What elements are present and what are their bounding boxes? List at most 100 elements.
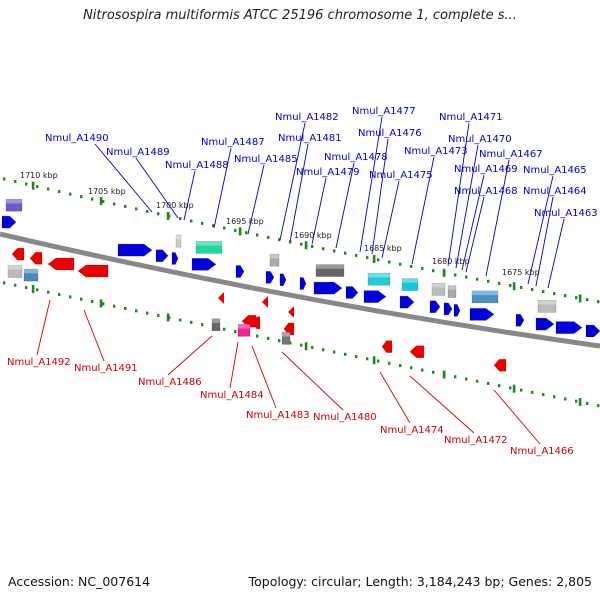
scale-tick: [223, 327, 226, 331]
scale-tick: [14, 283, 17, 287]
scale-tick: [102, 302, 105, 306]
scale-tick: [355, 355, 358, 359]
scale-tick: [454, 375, 457, 379]
scale-label: 1710 kbp: [20, 171, 58, 180]
scale-tick: [91, 197, 94, 201]
scale-tick: [399, 364, 402, 368]
forward-leader-line: [455, 144, 479, 269]
forward-gene-arrow: [313, 281, 343, 295]
forward-gene-label: Nmul_A1477: [352, 106, 416, 117]
reverse-gene-box: [281, 332, 291, 345]
forward-gene-arrow: [345, 286, 359, 299]
scale-tick-major: [238, 227, 242, 236]
forward-leader-line: [279, 122, 306, 241]
forward-leader-line: [335, 162, 355, 249]
scale-tick: [36, 288, 39, 292]
scale-tick: [311, 345, 314, 349]
scale-tick: [135, 207, 138, 211]
scale-tick-major: [31, 181, 35, 190]
forward-gene-arrow: [299, 277, 307, 290]
forward-gene-box: [401, 278, 419, 291]
scale-tick: [311, 244, 314, 248]
forward-gene-label: Nmul_A1467: [479, 149, 543, 160]
scale-tick-major: [512, 282, 516, 291]
forward-gene-arrow: [363, 290, 387, 303]
reverse-gene-arrow: [262, 296, 268, 308]
forward-gene-arrow: [1, 215, 17, 229]
scale-tick: [377, 359, 380, 363]
reverse-gene-label: Nmul_A1492: [7, 357, 71, 368]
forward-gene-box-shine: [368, 273, 390, 278]
scale-tick: [388, 260, 391, 264]
forward-gene-box-shine: [196, 241, 222, 246]
reverse-gene-box-shine: [238, 324, 250, 329]
reverse-leader-line: [167, 335, 213, 376]
scale-tick: [146, 209, 149, 213]
scale-tick: [487, 279, 490, 283]
forward-gene-label: Nmul_A1490: [45, 133, 109, 144]
scale-tick: [476, 379, 479, 383]
scale-tick: [113, 304, 116, 308]
forward-leader-line: [381, 180, 400, 259]
genome-summary-text: Topology: circular; Length: 3,184,243 bp…: [248, 574, 592, 589]
forward-gene-label: Nmul_A1470: [448, 134, 512, 145]
forward-gene-arrow: [535, 317, 555, 331]
scale-tick: [69, 295, 72, 299]
scale-tick: [179, 217, 182, 221]
scale-tick: [47, 290, 50, 294]
scale-tick: [498, 384, 501, 388]
forward-gene-box: [269, 253, 280, 267]
scale-tick: [190, 219, 193, 223]
reverse-leader-line: [409, 375, 475, 434]
forward-gene-arrow: [585, 324, 600, 338]
scale-tick: [410, 264, 413, 268]
scale-tick: [102, 200, 105, 204]
scale-tick: [289, 341, 292, 345]
scale-tick: [366, 256, 369, 260]
forward-gene-arrow: [117, 243, 153, 257]
forward-gene-label: Nmul_A1482: [275, 112, 339, 123]
forward-gene-arrow: [235, 265, 245, 278]
scale-tick: [399, 262, 402, 266]
chromosome-backbone: [0, 231, 600, 349]
forward-leader-line: [465, 196, 485, 273]
forward-leader-line: [94, 143, 153, 213]
reverse-gene-arrow: [493, 358, 507, 372]
reverse-gene-label: Nmul_A1480: [313, 412, 377, 423]
scale-label: 1705 kbp: [88, 187, 126, 196]
forward-gene-box: [195, 241, 223, 254]
reverse-leader-line: [379, 371, 411, 424]
forward-leader-line: [411, 156, 435, 265]
forward-gene-label: Nmul_A1471: [439, 112, 503, 123]
forward-gene-box-shine: [316, 264, 344, 269]
forward-gene-label: Nmul_A1463: [534, 208, 598, 219]
reverse-leader-lines: [36, 299, 541, 445]
reverse-gene-label: Nmul_A1466: [510, 446, 574, 457]
reverse-gene-arrow: [11, 247, 25, 261]
forward-leader-line: [527, 175, 554, 285]
forward-features: [1, 198, 600, 338]
scale-tick-major: [442, 370, 446, 379]
scale-tick: [234, 330, 237, 334]
forward-gene-box-shine: [432, 283, 445, 288]
scale-label: 1680 kbp: [432, 257, 470, 266]
scale-tick: [113, 202, 116, 206]
scale-tick: [135, 309, 138, 313]
forward-leader-lines: [94, 116, 565, 289]
scale-tick: [531, 390, 534, 394]
scale-label: 1690 kbp: [294, 231, 332, 240]
scale-tick: [597, 300, 600, 304]
forward-gene-label: Nmul_A1489: [106, 147, 170, 158]
scale-tick: [531, 288, 534, 292]
scale-tick: [333, 350, 336, 354]
scale-tick: [509, 283, 512, 287]
scale-tick: [256, 334, 259, 338]
scale-tick: [278, 238, 281, 242]
forward-leader-line: [289, 143, 309, 243]
forward-gene-label: Nmul_A1481: [278, 133, 342, 144]
reverse-gene-label: Nmul_A1484: [200, 390, 264, 401]
forward-gene-box-shine: [176, 235, 181, 240]
map-title: Nitrosospira multiformis ATCC 25196 chro…: [83, 8, 517, 23]
forward-gene-arrow: [191, 258, 217, 271]
